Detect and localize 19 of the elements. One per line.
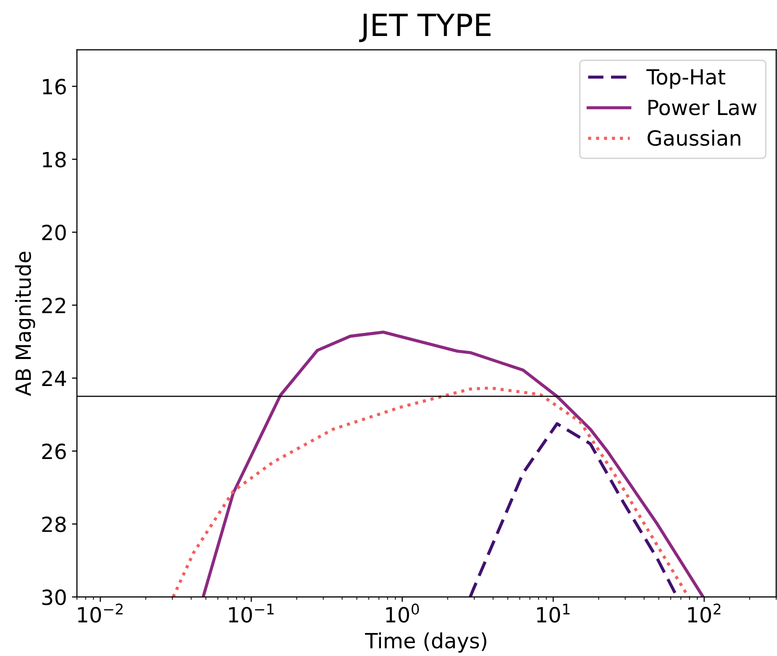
y-tick-label: 18	[42, 152, 66, 168]
y-axis-title: AB Magnitude	[14, 252, 36, 396]
x-tick-label: 10$^{0}$	[386, 604, 419, 623]
x-tick-label: 10$^{−1}$	[229, 604, 274, 623]
y-tick-label: 24	[42, 370, 66, 386]
y-tick-label: 22	[42, 298, 66, 314]
y-tick-label: 26	[42, 444, 66, 460]
chart-title: JET TYPE	[359, 14, 490, 42]
x-axis-title: Time (days)	[364, 632, 486, 653]
y-tick-label: 30	[42, 589, 66, 606]
legend-label: Power Law	[648, 100, 757, 116]
y-tick-label: 28	[42, 516, 66, 532]
legend-label: Top-Hat	[646, 69, 726, 89]
legend-label: Gaussian	[648, 130, 740, 146]
y-tick-label: 20	[42, 224, 66, 240]
x-tick-label: 10$^{−2}$	[78, 604, 123, 623]
x-tick-label: 10$^{1}$	[537, 604, 570, 623]
x-tick-label: 10$^{2}$	[688, 604, 720, 623]
y-tick-label: 16	[42, 78, 66, 95]
